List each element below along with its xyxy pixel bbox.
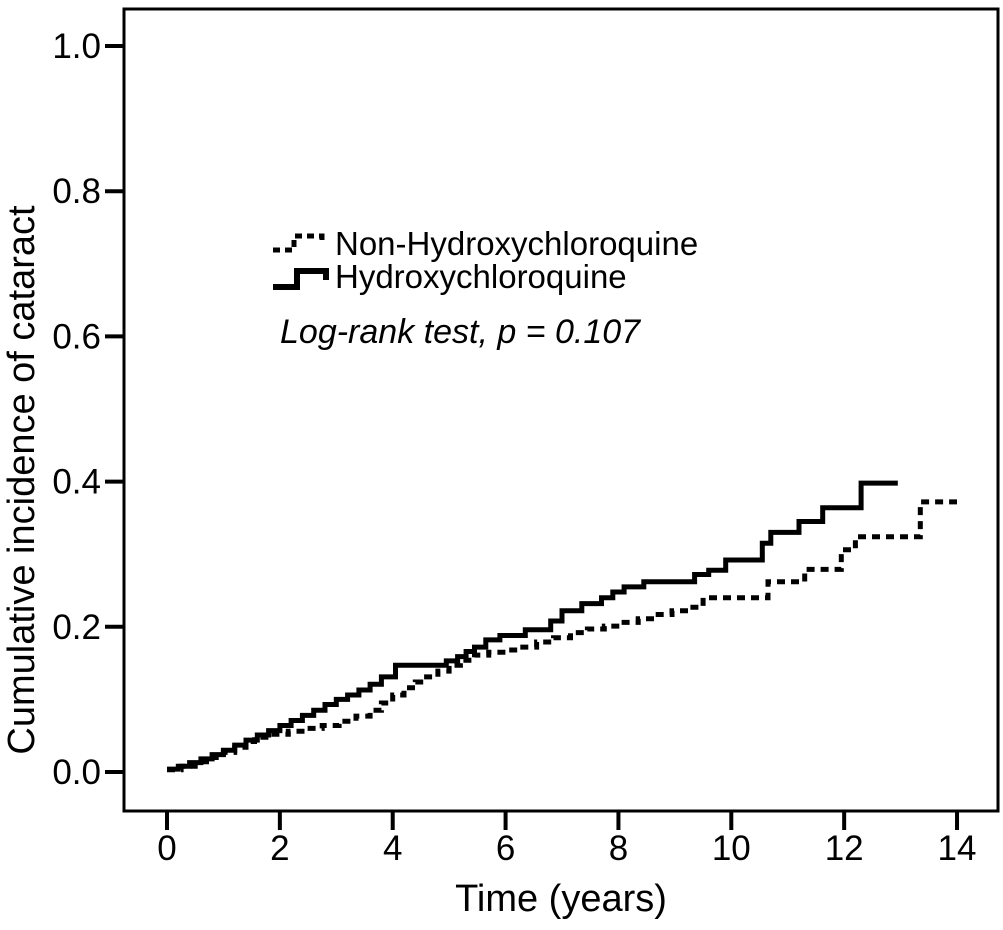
legend-label-non-hydroxychloroquine: Non-Hydroxychloroquine xyxy=(335,225,698,262)
x-tick-label: 6 xyxy=(496,829,515,868)
x-axis-title: Time (years) xyxy=(455,878,667,920)
log-rank-annotation: Log-rank test, p = 0.107 xyxy=(280,313,641,351)
x-axis: 0 2 4 6 8 10 12 14 xyxy=(157,811,976,868)
y-axis: 0.0 0.2 0.4 0.6 0.8 1.0 xyxy=(52,27,124,792)
x-tick-label: 4 xyxy=(383,829,402,868)
curve-hydroxychloroquine xyxy=(167,480,898,772)
y-tick-label: 1.0 xyxy=(52,27,101,66)
legend-label-hydroxychloroquine: Hydroxychloroquine xyxy=(335,258,627,295)
x-tick-label: 2 xyxy=(270,829,289,868)
x-tick-label: 10 xyxy=(712,829,751,868)
y-tick-label: 0.8 xyxy=(52,172,101,211)
curve-non-hydroxychloroquine xyxy=(167,499,957,773)
y-axis-title: Cumulative incidence of cataract xyxy=(1,205,43,755)
plot-border xyxy=(122,7,1000,813)
legend-solid-line-icon xyxy=(273,268,329,290)
x-tick-label: 8 xyxy=(609,829,628,868)
legend: Non-Hydroxychloroquine Hydroxychloroquin… xyxy=(273,225,698,295)
x-tick-label: 0 xyxy=(157,829,176,868)
y-tick-label: 0.4 xyxy=(52,463,101,502)
x-tick-label: 12 xyxy=(825,829,864,868)
y-tick-label: 0.0 xyxy=(52,753,101,792)
y-tick-label: 0.2 xyxy=(52,608,101,647)
y-tick-label: 0.6 xyxy=(52,317,101,356)
legend-dotted-line-icon xyxy=(273,233,325,253)
x-tick-label: 14 xyxy=(938,829,977,868)
